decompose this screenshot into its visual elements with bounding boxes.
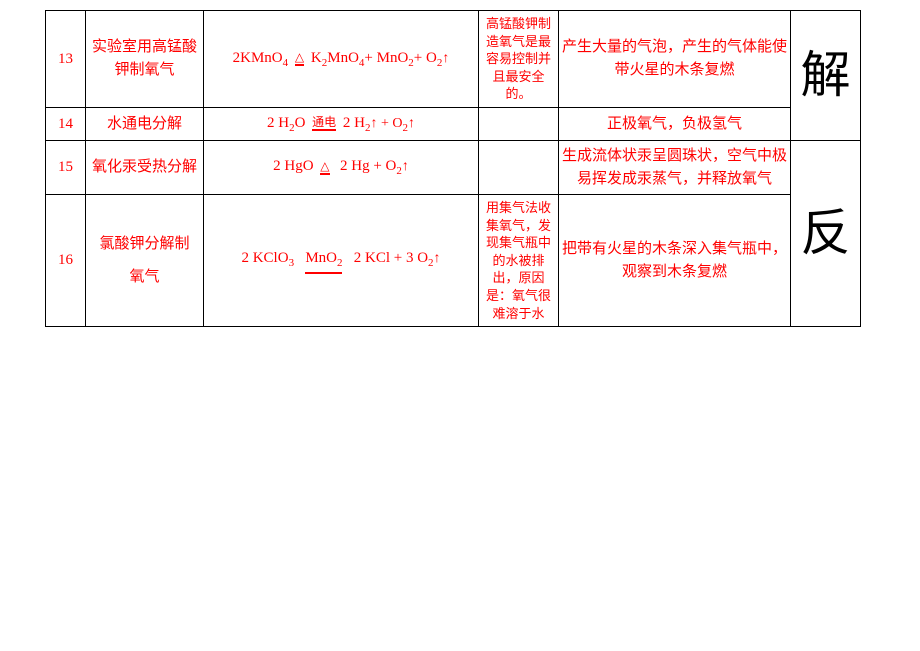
equation-cell: 2KMnO4 △ K2MnO4+ MnO2+ O2↑ (204, 11, 479, 108)
equation-cell: 2 HgO △ 2 Hg + O2↑ (204, 141, 479, 195)
reaction-name-line1: 氯酸钾分解制 (99, 236, 189, 252)
equation: 2 HgO △ 2 Hg + O2↑ (273, 155, 409, 180)
table-row: 14 水通电分解 2 H2O 通电 2 H2↑ + O2↑ 正极氧气，负极氢气 (46, 107, 861, 141)
equation: 2KMnO4 △ K2MnO4+ MnO2+ O2↑ (233, 47, 450, 72)
eq-rhs: 2 Hg + O2↑ (340, 158, 409, 174)
observation-cell: 把带有火星的木条深入集气瓶中，观察到木条复燃 (559, 195, 791, 327)
note-cell (479, 141, 559, 195)
reaction-name-line2: 氧气 (129, 269, 159, 285)
equals-line (320, 173, 329, 175)
equation-cell: 2 H2O 通电 2 H2↑ + O2↑ (204, 107, 479, 141)
row-number: 16 (46, 195, 86, 327)
equation-cell: 2 KClO3 MnO2 2 KCl + 3 O2↑ (204, 195, 479, 327)
eq-rhs: K2MnO4+ MnO2+ O2↑ (311, 50, 449, 66)
equals-line (295, 64, 304, 66)
reaction-name: 氧化汞受热分解 (86, 141, 204, 195)
chemistry-equation-table: 13 实验室用高锰酸钾制氧气 2KMnO4 △ K2MnO4+ MnO2+ O2… (45, 10, 861, 327)
observation-cell: 产生大量的气泡，产生的气体能使带火星的木条复燃 (559, 11, 791, 108)
eq-lhs2: O (295, 115, 306, 131)
page-container: 13 实验室用高锰酸钾制氧气 2KMnO4 △ K2MnO4+ MnO2+ O2… (0, 0, 920, 327)
note-cell: 高锰酸钾制造氧气是最容易控制并且最安全的。 (479, 11, 559, 108)
equals-line (312, 129, 336, 131)
row-number: 14 (46, 107, 86, 141)
condition-label: 通电 (312, 116, 336, 128)
category-label-top: 解 (791, 11, 861, 141)
table-row: 13 实验室用高锰酸钾制氧气 2KMnO4 △ K2MnO4+ MnO2+ O2… (46, 11, 861, 108)
eq-sub: 3 (289, 257, 295, 269)
observation-cell: 生成流体状汞呈圆珠状，空气中极易挥发成汞蒸气，并释放氧气 (559, 141, 791, 195)
condition-label: △ (295, 51, 304, 63)
table-row: 16 氯酸钾分解制 氧气 2 KClO3 MnO2 2 KCl + 3 O2↑ … (46, 195, 861, 327)
reaction-arrow: 通电 (312, 116, 336, 131)
equation: 2 H2O 通电 2 H2↑ + O2↑ (267, 112, 415, 137)
row-number: 13 (46, 11, 86, 108)
equation: 2 KClO3 MnO2 2 KCl + 3 O2↑ (241, 247, 440, 274)
eq-rhs: 2 KCl + 3 O2↑ (354, 250, 441, 266)
eq-lhs: 2 H (267, 115, 289, 131)
condition-label: △ (320, 160, 329, 172)
observation-cell: 正极氧气，负极氢气 (559, 107, 791, 141)
eq-lhs: 2 HgO (273, 158, 313, 174)
reaction-name: 氯酸钾分解制 氧气 (86, 195, 204, 327)
reaction-arrow: △ (320, 160, 329, 175)
reaction-arrow: △ (295, 51, 304, 66)
table-row: 15 氧化汞受热分解 2 HgO △ 2 Hg + O2↑ 生成流体状汞呈圆珠状… (46, 141, 861, 195)
eq-sub: 4 (283, 57, 289, 69)
reaction-name: 实验室用高锰酸钾制氧气 (86, 11, 204, 108)
eq-lhs: 2 KClO (241, 250, 288, 266)
catalyst-label: MnO2 (305, 247, 342, 274)
eq-rhs: 2 H2↑ + O2↑ (343, 115, 415, 131)
category-label-bottom: 反 (791, 141, 861, 327)
row-number: 15 (46, 141, 86, 195)
eq-lhs: 2KMnO (233, 50, 283, 66)
note-cell (479, 107, 559, 141)
reaction-name: 水通电分解 (86, 107, 204, 141)
note-cell: 用集气法收集氧气，发现集气瓶中的水被排出，原因是：氧气很难溶于水 (479, 195, 559, 327)
